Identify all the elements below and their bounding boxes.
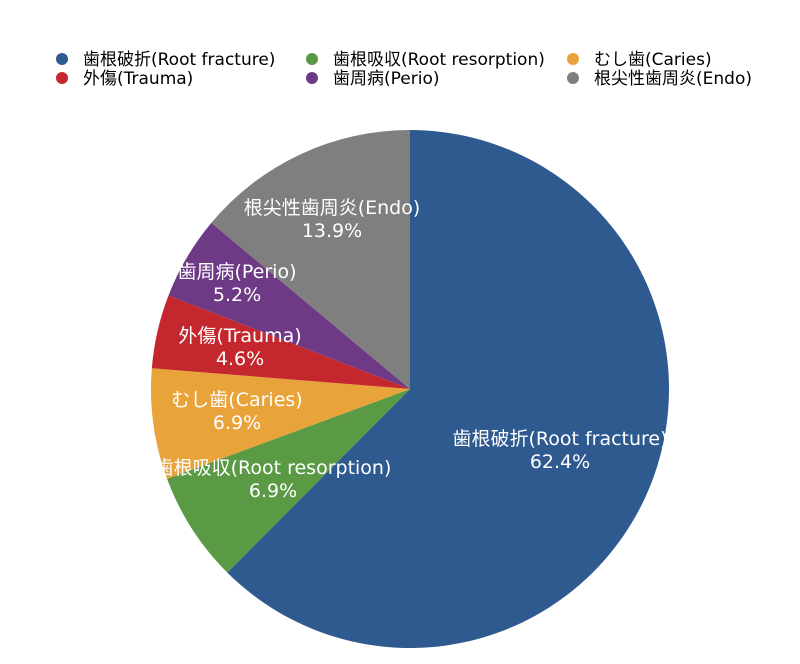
chart-legend: 歯根破折(Root fracture) 歯根吸収(Root resorption)… xyxy=(56,50,752,89)
legend-label-4: 歯周病(Perio) xyxy=(333,69,439,89)
slice-name-label: 歯根破折(Root fracture) xyxy=(452,428,667,450)
legend-marker-1 xyxy=(306,53,318,65)
legend-label-5: 根尖性歯周炎(Endo) xyxy=(594,69,752,89)
slice-name-label: 根尖性歯周炎(Endo) xyxy=(244,197,421,219)
legend-label-3: 外傷(Trauma) xyxy=(83,69,193,89)
slice-percent-label: 5.2% xyxy=(213,284,261,306)
pie-slice-0 xyxy=(227,130,669,648)
slice-percent-label: 6.9% xyxy=(213,412,261,434)
slice-percent-label: 6.9% xyxy=(249,480,297,502)
slice-name-label: 歯周病(Perio) xyxy=(177,261,296,283)
legend-marker-0 xyxy=(56,53,68,65)
legend-marker-2 xyxy=(567,53,579,65)
slice-name-label: むし歯(Caries) xyxy=(171,389,302,411)
slice-percent-label: 62.4% xyxy=(530,451,590,473)
pie-slices xyxy=(151,130,669,648)
slice-percent-label: 4.6% xyxy=(216,348,264,370)
legend-marker-5 xyxy=(567,72,579,84)
legend-marker-3 xyxy=(56,72,68,84)
pie-labels: 歯根破折(Root fracture)62.4% 歯根吸収(Root resorp… xyxy=(155,197,668,502)
legend-label-0: 歯根破折(Root fracture) xyxy=(83,50,275,70)
pie-slice-5 xyxy=(211,130,410,389)
legend-label-2: むし歯(Caries) xyxy=(594,50,712,70)
slice-percent-label: 13.9% xyxy=(302,220,362,242)
pie-slice-4 xyxy=(168,222,410,389)
slice-name-label: 歯根吸収(Root resorption) xyxy=(155,457,392,479)
slice-name-label: 外傷(Trauma) xyxy=(178,325,301,347)
pie-slice-2 xyxy=(151,368,410,479)
legend-label-1: 歯根吸収(Root resorption) xyxy=(333,50,545,70)
pie-slice-1 xyxy=(167,389,410,573)
legend-marker-4 xyxy=(306,72,318,84)
pie-slice-3 xyxy=(151,295,410,389)
